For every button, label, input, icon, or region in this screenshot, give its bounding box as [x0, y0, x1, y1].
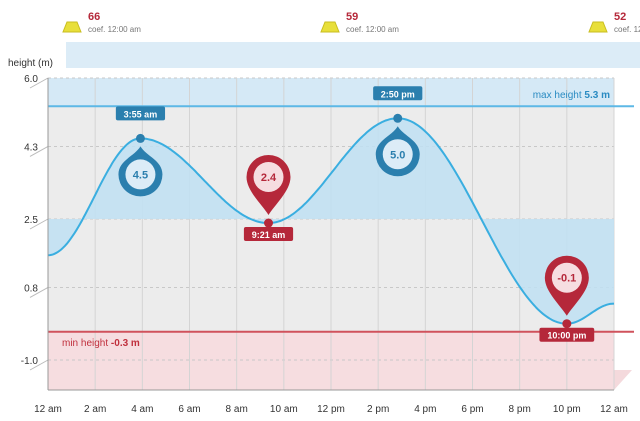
coefficients: 66 coef. 12:00 am 59 coef. 12:00 am 52 coef. … [62, 11, 640, 34]
extreme-time: 2:50 pm [381, 89, 415, 99]
extreme-point [393, 113, 403, 123]
max-height-label: max height 5.3 m [533, 90, 610, 101]
grid-line-depth [29, 146, 49, 157]
coefficient-item: 52 coef. 12:00 am [588, 11, 640, 34]
x-tick-label: 12 pm [317, 404, 345, 415]
grid-line-depth [29, 359, 49, 371]
x-tick-label: 4 pm [414, 404, 436, 415]
y-tick-label: -1.0 [21, 356, 39, 367]
extreme-pin-inner [551, 262, 582, 293]
y-axis-title: height (m) [8, 58, 53, 69]
extreme-point [562, 319, 572, 329]
x-tick-label: 8 am [226, 404, 248, 415]
y-tick-label: 6.0 [24, 74, 38, 85]
coefficient-value: 59 [346, 11, 358, 23]
extreme-value: 4.5 [133, 169, 148, 181]
reference-lines: max height 5.3 m min height -0.3 m [48, 90, 634, 349]
x-tick-label: 10 pm [553, 404, 581, 415]
grid-line-depth [29, 77, 49, 89]
coefficient-value: 66 [88, 11, 100, 23]
coefficient-item: 66 coef. 12:00 am [62, 11, 141, 34]
x-tick-label: 6 am [178, 404, 200, 415]
extreme-point [264, 218, 274, 228]
extreme-value: -0.1 [557, 273, 576, 285]
high-tide-marker: 5.0 2:50 pm [373, 86, 423, 177]
low-tide-marker: 2.4 9:21 am [243, 155, 294, 242]
x-tick-label: 8 pm [509, 404, 531, 415]
extreme-time: 10:00 pm [547, 331, 586, 341]
coefficient-icon [62, 21, 82, 33]
extreme-pin-inner [253, 162, 284, 193]
extreme-value: 5.0 [390, 149, 405, 161]
low-tide-marker: -0.1 10:00 pm [539, 255, 595, 342]
extreme-point [135, 133, 145, 143]
coefficient-label: coef. 12:00 am [88, 25, 141, 34]
extreme-pin-inner [125, 159, 156, 190]
extreme-pin-inner [382, 139, 413, 170]
extreme-time-box [115, 106, 166, 121]
x-tick-label: 12 am [34, 404, 62, 415]
coefficient-label: coef. 12:00 am [614, 25, 640, 34]
x-tick-label: 2 pm [367, 404, 389, 415]
y-tick-label: 2.5 [24, 215, 38, 226]
coefficient-item: 59 coef. 12:00 am [320, 11, 399, 34]
grid-line-depth [29, 218, 49, 230]
extreme-time-box [373, 86, 423, 101]
x-tick-label: 10 am [270, 404, 298, 415]
coefficient-label: coef. 12:00 am [346, 25, 399, 34]
top-band [66, 42, 640, 68]
coefficient-icon [588, 21, 608, 33]
extreme-time: 3:55 am [124, 109, 158, 119]
grid-line-depth [29, 287, 49, 298]
extreme-value: 2.4 [261, 172, 277, 184]
axes: 6.0 4.3 2.5 0.8 -1.0 12 am 2 am 4 am 6 am 8 am 10 … [21, 74, 628, 415]
extreme-time: 9:21 am [252, 230, 286, 240]
extreme-time-box [539, 327, 595, 342]
coefficient-icon [320, 21, 340, 33]
coefficient-value: 52 [614, 11, 626, 23]
x-tick-label: 6 pm [461, 404, 483, 415]
extreme-markers: 4.5 3:55 am 2.4 9:21 am 5.0 2:50 pm -0.1 10:00 … [115, 86, 595, 342]
x-tick-label: 12 am [600, 404, 628, 415]
x-tick-label: 2 am [84, 404, 106, 415]
extreme-time-box [243, 227, 294, 242]
x-tick-label: 4 am [131, 404, 153, 415]
tide-fill [48, 118, 614, 324]
min-height-label: min height -0.3 m [62, 338, 140, 349]
high-tide-marker: 4.5 3:55 am [115, 106, 166, 197]
y-tick-label: 4.3 [24, 142, 38, 153]
y-tick-label: 0.8 [24, 283, 38, 294]
